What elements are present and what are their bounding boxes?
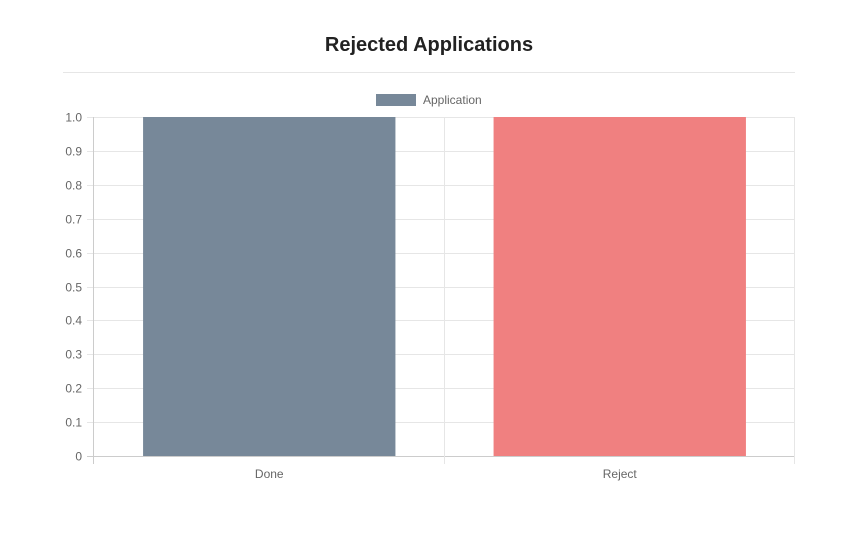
bar-layer [143, 117, 746, 456]
y-tick-label: 0.5 [65, 281, 82, 295]
y-tick-label: 0.4 [65, 314, 82, 328]
y-tick-label: 1.0 [65, 111, 82, 125]
y-tick-label: 0 [75, 450, 82, 464]
y-tick-label: 0.3 [65, 348, 82, 362]
bar-reject[interactable] [493, 117, 746, 456]
legend-label: Application [423, 93, 482, 107]
chart-title: Rejected Applications [324, 34, 534, 56]
legend[interactable]: Application [376, 93, 482, 107]
bar-done[interactable] [143, 117, 396, 456]
x-tick-label: Done [255, 467, 284, 481]
title-divider [63, 72, 795, 73]
y-tick-label: 0.9 [65, 145, 82, 159]
y-tick-label: 0.1 [65, 416, 82, 430]
axis-layer: 0 0.1 0.2 0.3 0.4 0.5 0.6 0.7 0.8 0.9 1.0 Done Rejec… [65, 111, 637, 482]
y-tick-label: 0.8 [65, 179, 82, 193]
x-tick-label: Reject [603, 467, 638, 481]
y-tick-label: 0.2 [65, 382, 82, 396]
legend-swatch [376, 94, 416, 106]
y-tick-label: 0.7 [65, 213, 82, 227]
y-tick-label: 0.6 [65, 247, 82, 261]
